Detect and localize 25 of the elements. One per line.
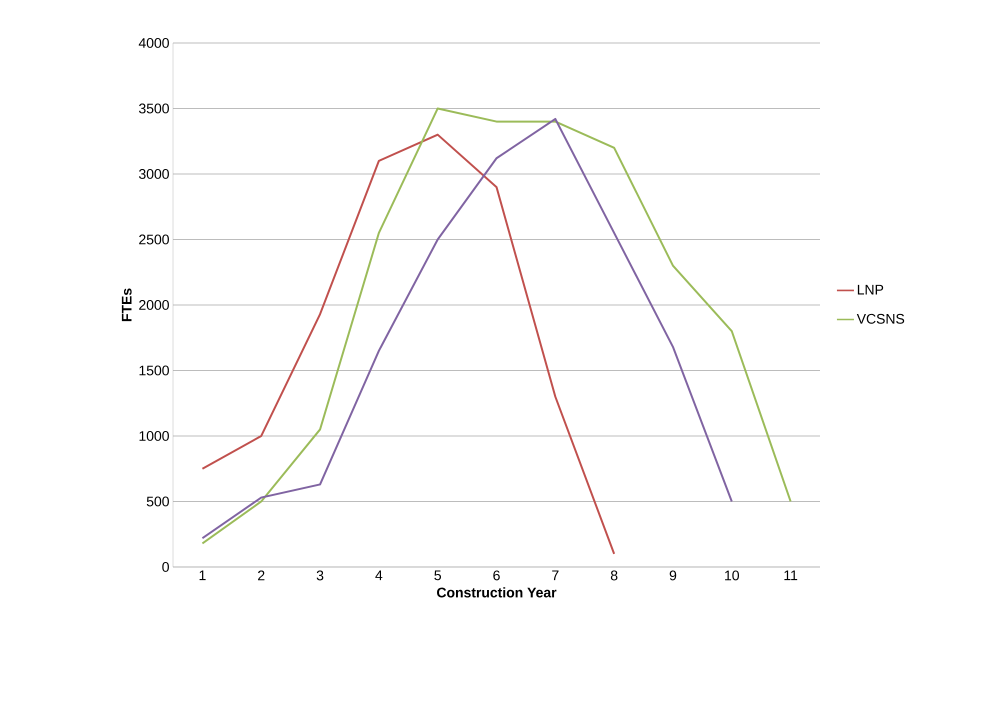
y-tick-label: 0 (162, 562, 169, 572)
x-tick-label: 11 (784, 570, 798, 580)
line-series (201, 134, 616, 555)
y-tick-label: 1000 (140, 431, 169, 441)
x-tick-label: 10 (725, 570, 739, 580)
legend-label: VCSNS (856, 314, 904, 324)
x-tick-label: 1 (200, 570, 206, 580)
x-tick-label: 6 (493, 570, 500, 580)
y-tick-label: 2500 (139, 234, 169, 244)
x-tick-label: 7 (552, 570, 559, 580)
y-tick-label: 2000 (139, 300, 169, 310)
x-tick-label: 5 (434, 570, 441, 580)
y-tick-label: 1500 (140, 366, 169, 376)
y-tick-label: 3500 (138, 104, 169, 114)
x-tick-label: 3 (316, 570, 324, 580)
legend-label: LNP (858, 284, 884, 294)
y-tick-label: 4000 (138, 38, 169, 48)
y-tick-label: 3000 (138, 169, 169, 179)
x-tick-label: 4 (375, 570, 382, 580)
x-tick-label: 2 (258, 570, 264, 580)
y-axis-title: FTEs (122, 288, 132, 322)
x-tick-label: 8 (610, 570, 618, 580)
y-tick-label: 500 (146, 496, 169, 506)
x-tick-label: 9 (670, 570, 676, 580)
x-axis-title: Construction Year (437, 587, 556, 598)
